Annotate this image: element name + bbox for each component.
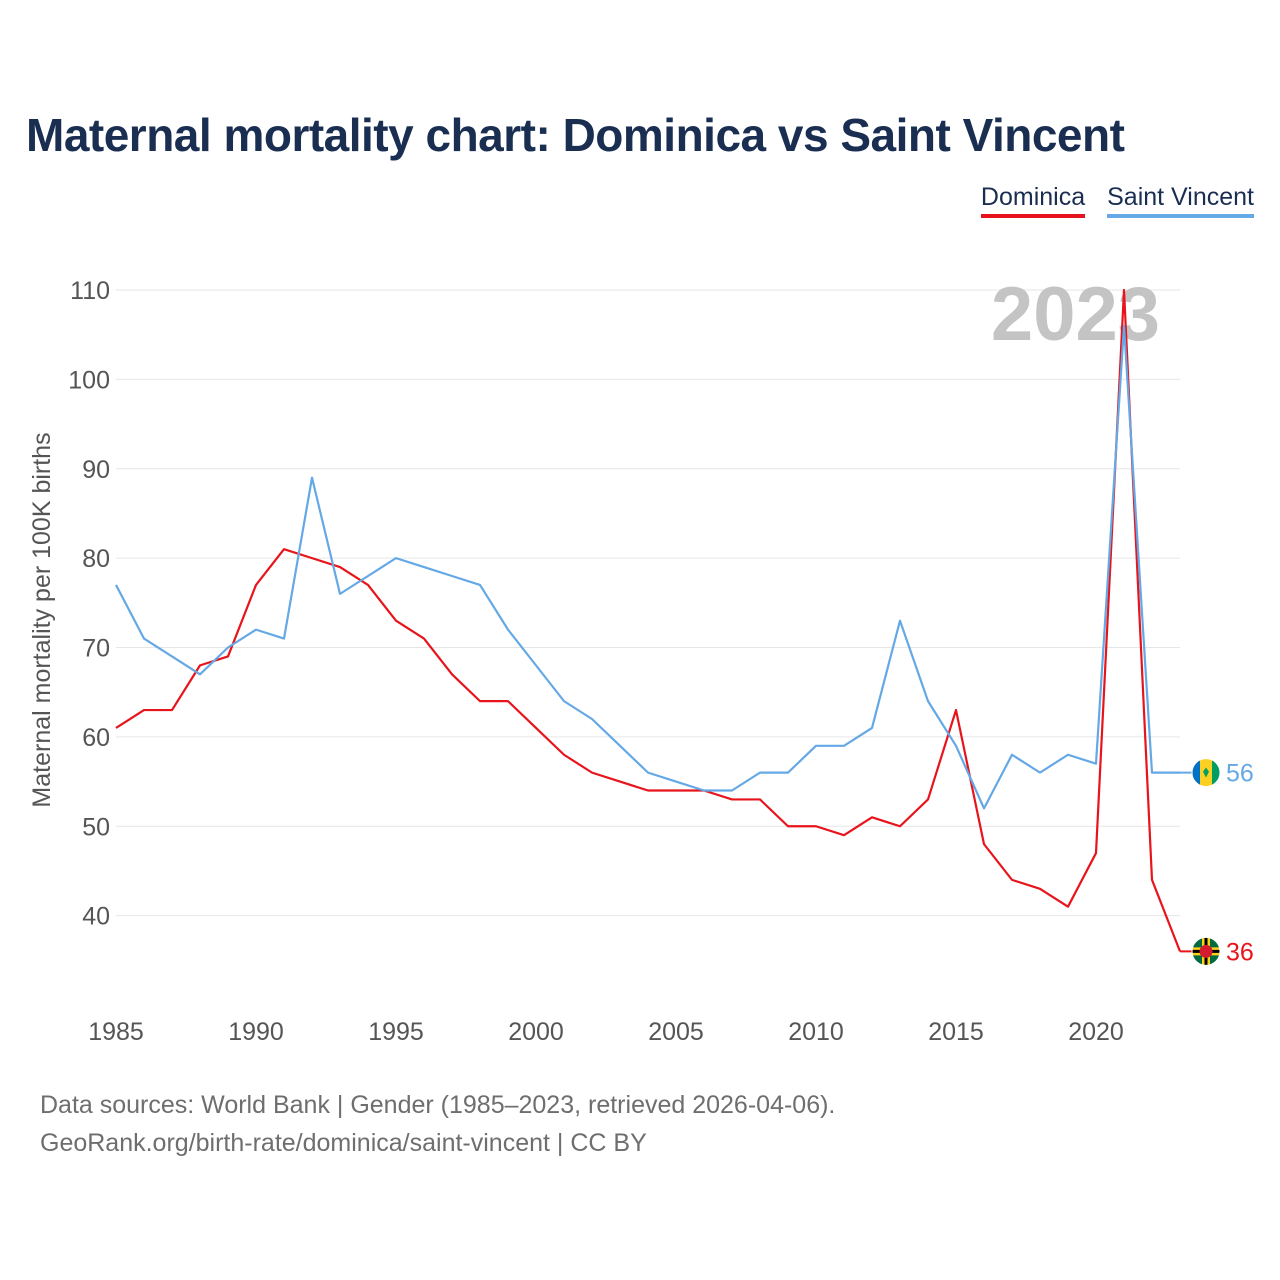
legend: Dominica Saint Vincent [980,183,1254,218]
legend-item-dominica[interactable]: Dominica [980,183,1086,218]
y-tick-label: 90 [82,456,110,484]
gridlines [116,289,1180,917]
y-tick-label: 100 [68,366,110,394]
line-chart: 40 50 60 70 80 90 100 110 1985 1990 1995 2000 2005 2… [28,272,1254,1046]
x-tick-label: 2010 [788,1018,844,1046]
end-markers: 36 56 [1191,758,1254,966]
x-tick-label: 1990 [228,1018,284,1046]
flag-icon-dominica [1191,936,1221,966]
x-tick-label: 2015 [928,1018,984,1046]
y-axis-ticks: 40 50 60 70 80 90 100 110 [68,277,110,931]
x-tick-label: 2005 [648,1018,704,1046]
y-tick-label: 70 [82,635,110,663]
end-value-label-saint-vincent: 56 [1226,760,1254,788]
x-tick-label: 1985 [88,1018,144,1046]
series-line-dominica [115,288,1182,952]
chart-title: Maternal mortality chart: Dominica vs Sa… [26,109,1125,161]
source-note: Data sources: World Bank | Gender (1985–… [40,1086,835,1162]
y-tick-label: 50 [82,813,110,841]
source-line-2[interactable]: GeoRank.org/birth-rate/dominica/saint-vi… [40,1129,647,1157]
y-tick-label: 40 [82,903,110,931]
series-line-saint-vincent [115,324,1180,810]
year-watermark: 2023 [991,272,1160,357]
legend-item-saint-vincent[interactable]: Saint Vincent [1107,183,1254,218]
y-axis-label: Maternal mortality per 100K births [28,432,56,807]
source-line-1: Data sources: World Bank | Gender (1985–… [40,1091,836,1119]
x-tick-label: 2020 [1068,1018,1124,1046]
x-tick-label: 1995 [368,1018,424,1046]
flag-icon-saint-vincent [1191,758,1221,788]
y-tick-label: 60 [82,724,110,752]
x-tick-label: 2000 [508,1018,564,1046]
end-value-label-dominica: 36 [1226,938,1254,966]
series-lines [115,288,1192,953]
y-tick-label: 80 [82,545,110,573]
y-tick-label: 110 [70,277,110,305]
x-axis-ticks: 1985 1990 1995 2000 2005 2010 2015 2020 [88,1018,1124,1046]
